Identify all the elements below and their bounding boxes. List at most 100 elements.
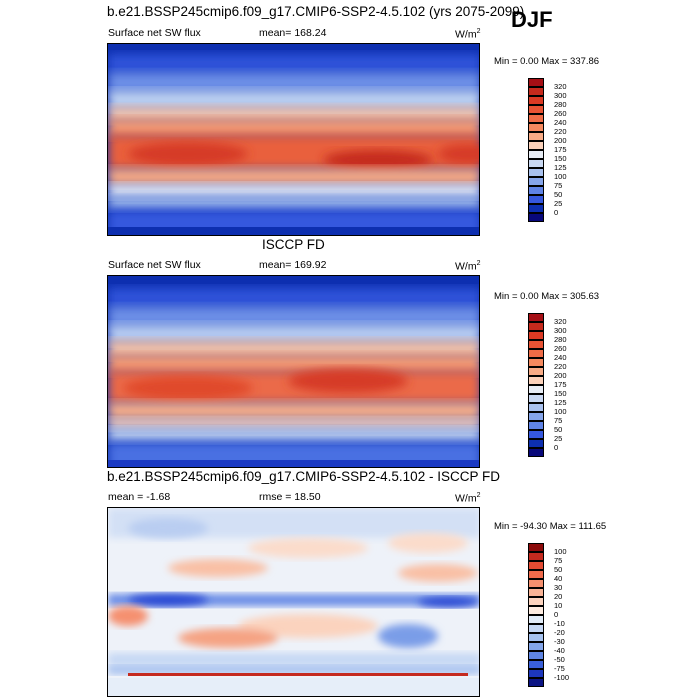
colorbar-swatch — [528, 615, 544, 624]
colorbar-swatch — [528, 552, 544, 561]
colorbar-tick-label: 50 — [554, 565, 563, 574]
colorbar-tick-label: 75 — [554, 556, 563, 565]
colorbar-tick-label: 300 — [554, 91, 567, 100]
colorbar-swatch — [528, 114, 544, 123]
colorbar-tick-label: 220 — [554, 362, 567, 371]
colorbar-tick-label: 50 — [554, 190, 563, 199]
colorbar-swatch — [528, 624, 544, 633]
colorbar-swatch — [528, 322, 544, 331]
colorbar-tick-label: -30 — [554, 637, 565, 646]
colorbar-swatch — [528, 678, 544, 687]
colorbar-tick-label: 20 — [554, 592, 563, 601]
panel3-colorbar: 100 75 50 40 30 20 10 0 -10 -20 -30 -40 -50 -75 -100 — [528, 543, 569, 687]
colorbar-swatch — [528, 669, 544, 678]
panel2-map-svg — [108, 276, 479, 467]
colorbar-tick-label: 40 — [554, 574, 563, 583]
panel1-title: b.e21.BSSP245cmip6.f09_g17.CMIP6-SSP2-4.… — [107, 4, 525, 19]
colorbar-tick-label: 150 — [554, 154, 567, 163]
colorbar-swatch — [528, 660, 544, 669]
colorbar-tick-label: 150 — [554, 389, 567, 398]
colorbar-swatch — [528, 87, 544, 96]
colorbar-swatch — [528, 96, 544, 105]
colorbar-tick-label: 280 — [554, 100, 567, 109]
panel3-mean: mean = -1.68 — [108, 491, 171, 503]
colorbar-swatch — [528, 358, 544, 367]
colorbar-swatch — [528, 349, 544, 358]
colorbar-tick-label: 0 — [554, 610, 559, 619]
panel1-variable: Surface net SW flux — [108, 27, 201, 39]
colorbar-swatch — [528, 186, 544, 195]
colorbar-swatch — [528, 132, 544, 141]
panel1-map — [107, 43, 480, 236]
colorbar-swatch — [528, 177, 544, 186]
colorbar-tick-label: 75 — [554, 181, 563, 190]
colorbar-tick-label: 25 — [554, 434, 563, 443]
colorbar-tick-label: 320 — [554, 317, 567, 326]
colorbar-swatch — [528, 78, 544, 87]
colorbar-tick-label: 0 — [554, 208, 559, 217]
panel2-minmax: Min = 0.00 Max = 305.63 — [494, 291, 600, 302]
panel2-colorbar: 320 300 280 260 240 220 200 175 150 125 100 75 50 25 0 — [528, 313, 567, 457]
colorbar-tick-label: 100 — [554, 172, 567, 181]
colorbar-swatch — [528, 141, 544, 150]
colorbar-swatch — [528, 439, 544, 448]
colorbar-swatch — [528, 579, 544, 588]
season-label: DJF — [511, 7, 553, 32]
colorbar-tick-label: 220 — [554, 127, 567, 136]
colorbar-tick-label: -10 — [554, 619, 565, 628]
colorbar-tick-label: 240 — [554, 353, 567, 362]
colorbar-tick-label: 50 — [554, 425, 563, 434]
panel1-mean: mean= 168.24 — [259, 27, 327, 39]
colorbar-swatch — [528, 195, 544, 204]
colorbar-tick-label: 200 — [554, 371, 567, 380]
colorbar-swatch — [528, 123, 544, 132]
colorbar-tick-label: 175 — [554, 380, 567, 389]
panel2-mean: mean= 169.92 — [259, 259, 327, 271]
colorbar-tick-label: 25 — [554, 199, 563, 208]
panel2-title: ISCCP FD — [262, 237, 325, 252]
colorbar-swatch — [528, 403, 544, 412]
colorbar-swatch — [528, 543, 544, 552]
colorbar-tick-label: 100 — [554, 547, 567, 556]
panel1-map-svg — [108, 44, 479, 235]
colorbar-swatch — [528, 159, 544, 168]
colorbar-swatch — [528, 651, 544, 660]
colorbar-swatch — [528, 385, 544, 394]
panel1-minmax: Min = 0.00 Max = 337.86 — [494, 56, 600, 67]
colorbar-swatch — [528, 588, 544, 597]
colorbar-swatch — [528, 340, 544, 349]
colorbar-swatch — [528, 642, 544, 651]
colorbar-swatch — [528, 168, 544, 177]
colorbar-tick-label: 100 — [554, 407, 567, 416]
colorbar-swatch — [528, 367, 544, 376]
colorbar-tick-label: 320 — [554, 82, 567, 91]
panel3-map-svg — [108, 508, 479, 696]
colorbar-tick-label: -20 — [554, 628, 565, 637]
colorbar-swatch — [528, 394, 544, 403]
colorbar-swatch — [528, 597, 544, 606]
colorbar-tick-label: 30 — [554, 583, 563, 592]
panel2-units: W/m2 — [455, 260, 481, 273]
colorbar-tick-label: 0 — [554, 443, 559, 452]
colorbar-swatch — [528, 105, 544, 114]
colorbar-swatch — [528, 430, 544, 439]
panel3-map — [107, 507, 480, 697]
panel2-map — [107, 275, 480, 468]
colorbar-tick-label: -50 — [554, 655, 565, 664]
colorbar-tick-label: 10 — [554, 601, 563, 610]
colorbar-tick-label: 75 — [554, 416, 563, 425]
colorbar-tick-label: -100 — [554, 673, 570, 682]
colorbar-swatch — [528, 448, 544, 457]
colorbar-swatch — [528, 376, 544, 385]
colorbar-swatch — [528, 313, 544, 322]
colorbar-swatch — [528, 213, 544, 222]
panel1-colorbar: 320 300 280 260 240 220 200 175 150 125 100 75 50 25 0 — [528, 78, 567, 222]
colorbar-tick-label: 260 — [554, 344, 567, 353]
panel3-units: W/m2 — [455, 492, 481, 505]
panel3-rmse: rmse = 18.50 — [259, 491, 321, 503]
panel3-title: b.e21.BSSP245cmip6.f09_g17.CMIP6-SSP2-4.… — [107, 469, 500, 484]
colorbar-tick-label: 200 — [554, 136, 567, 145]
panel2-variable: Surface net SW flux — [108, 259, 201, 271]
colorbar-tick-label: 260 — [554, 109, 567, 118]
colorbar-tick-label: 125 — [554, 398, 567, 407]
